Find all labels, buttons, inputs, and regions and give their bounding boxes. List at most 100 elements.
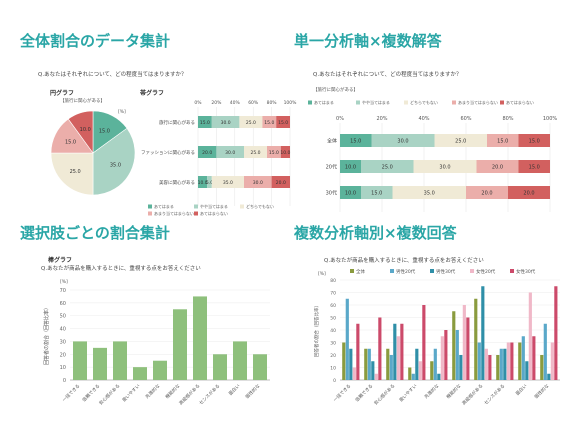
band-segment — [361, 186, 393, 199]
section-title-overall: 全体割合のデータ集計 — [20, 32, 171, 50]
single-axis-subtitle: 【旅行に関心がある】 — [313, 88, 358, 93]
legend-swatch — [452, 100, 456, 105]
pie-chart-unit: [%] — [118, 110, 126, 115]
y-tick-label: 0 — [63, 378, 66, 384]
bar — [422, 305, 426, 380]
pie-chart: 15.0 35.0 25.0 15.0 10.0 — [50, 110, 136, 196]
legend-label: あてはまらない — [506, 99, 534, 105]
bar — [415, 348, 419, 380]
band-segment — [198, 116, 212, 128]
bar — [543, 323, 547, 380]
legend-label: 女性30代 — [516, 268, 536, 275]
band-segment-label: 15.0 — [278, 120, 288, 126]
bar — [367, 348, 371, 380]
y-tick-label: 20 — [330, 353, 336, 359]
bar — [113, 341, 127, 380]
y-tick-label: 50 — [60, 314, 66, 320]
band-segment — [340, 186, 361, 199]
bar-chart-heading: 棒グラフ — [48, 257, 73, 264]
category-label: 全体 — [327, 138, 337, 145]
bar — [477, 342, 481, 380]
axis-tick-label: 60% — [248, 100, 259, 106]
pie-slice-label: 15.0 — [99, 129, 110, 135]
bar — [550, 342, 554, 380]
band-segment-label: 20.0 — [523, 191, 534, 197]
band-segment — [216, 146, 244, 158]
y-tick-label: 10 — [60, 365, 66, 371]
bar — [506, 342, 510, 380]
band-segment-label: 20.0 — [276, 180, 286, 186]
pie-slice — [67, 110, 94, 154]
legend-label: やや当てはまる — [200, 203, 228, 209]
axis-tick-label: 0% — [336, 116, 344, 122]
band-segment — [476, 160, 519, 173]
grouped-bar-chart-multi-axis: 0 10 20 30 40 50 60 70 80 回答者の割合（回答比率） 全体 男性20代 男性30… — [313, 268, 560, 407]
bar — [440, 336, 444, 380]
legend-swatch — [148, 211, 152, 216]
bar — [411, 373, 415, 380]
x-tick-label: 信頼できる — [81, 382, 102, 403]
legend-label: 女性20代 — [476, 268, 496, 275]
pie-slice-label: 35.0 — [110, 162, 121, 168]
x-tick-label: 高級感がある — [460, 382, 484, 406]
section-title-single-axis: 単一分析軸×複数解答 — [294, 32, 442, 50]
y-tick-label: 60 — [330, 303, 336, 309]
band-segment — [244, 176, 272, 188]
band-segment — [271, 176, 290, 188]
legend-label: あてはまらない — [200, 210, 228, 216]
band-segment-label: 5.0 — [206, 180, 213, 186]
axis-tick-label: 40% — [230, 100, 241, 106]
bar — [253, 354, 267, 380]
band-segment — [239, 116, 263, 128]
band-segment — [207, 176, 212, 188]
bar — [455, 330, 459, 380]
y-tick-label: 50 — [330, 316, 336, 322]
band-segment-label: 15.0 — [529, 139, 540, 145]
band-segment-label: 30.0 — [439, 165, 450, 171]
bar — [532, 336, 536, 380]
bar — [342, 342, 346, 380]
bar — [540, 355, 544, 380]
bar — [525, 361, 529, 380]
bar — [499, 348, 503, 380]
bar — [518, 342, 522, 380]
y-tick-label: 10 — [330, 366, 336, 372]
band-segment — [466, 186, 508, 199]
legend-swatch — [500, 100, 504, 105]
question-per-choice: Q.あなたが商品を購入するときに、重視する点をお答えください — [41, 266, 201, 272]
band-segment — [198, 176, 208, 188]
bar — [193, 296, 207, 380]
bar — [352, 367, 356, 380]
band-segment — [280, 146, 290, 158]
band-segment — [244, 146, 267, 158]
bar — [452, 311, 456, 380]
band-segment — [262, 116, 277, 128]
bar — [400, 323, 404, 380]
y-tick-label: 40 — [60, 327, 66, 333]
legend-swatch — [430, 269, 434, 273]
band-segment — [276, 116, 290, 128]
x-tick-label: センスがある — [197, 382, 221, 406]
band-segment-label: 10.0 — [345, 191, 356, 197]
y-tick-label: 0 — [333, 378, 336, 384]
bar — [481, 286, 485, 380]
bar — [484, 348, 488, 380]
bar-chart-per-choice: 0 10 20 30 40 50 60 70 回答者の割合（回答比率） 一括できる 信頼できる安心感… — [43, 288, 270, 407]
bar-chart-unit: [%] — [60, 280, 68, 285]
band-segment-label: 20.0 — [481, 191, 492, 197]
axis-tick-label: 100% — [284, 100, 298, 106]
legend-swatch — [390, 269, 394, 273]
y-axis-label: 回答者の割合（回答比率） — [43, 305, 50, 365]
legend-label: 男性30代 — [436, 268, 456, 275]
band-segment-label: 15.0 — [350, 139, 361, 145]
bar — [418, 361, 422, 380]
pie-chart-subtitle: 【旅行に関心がある】 — [60, 99, 105, 104]
bar — [213, 354, 227, 380]
x-tick-label: 信頼できる — [354, 382, 375, 403]
bar — [364, 348, 368, 380]
x-tick-label: 一括できる — [61, 382, 82, 403]
y-tick-label: 60 — [60, 301, 66, 307]
legend-swatch — [194, 211, 198, 216]
band-segment — [487, 134, 519, 147]
band-segment-label: 15.0 — [269, 150, 279, 156]
